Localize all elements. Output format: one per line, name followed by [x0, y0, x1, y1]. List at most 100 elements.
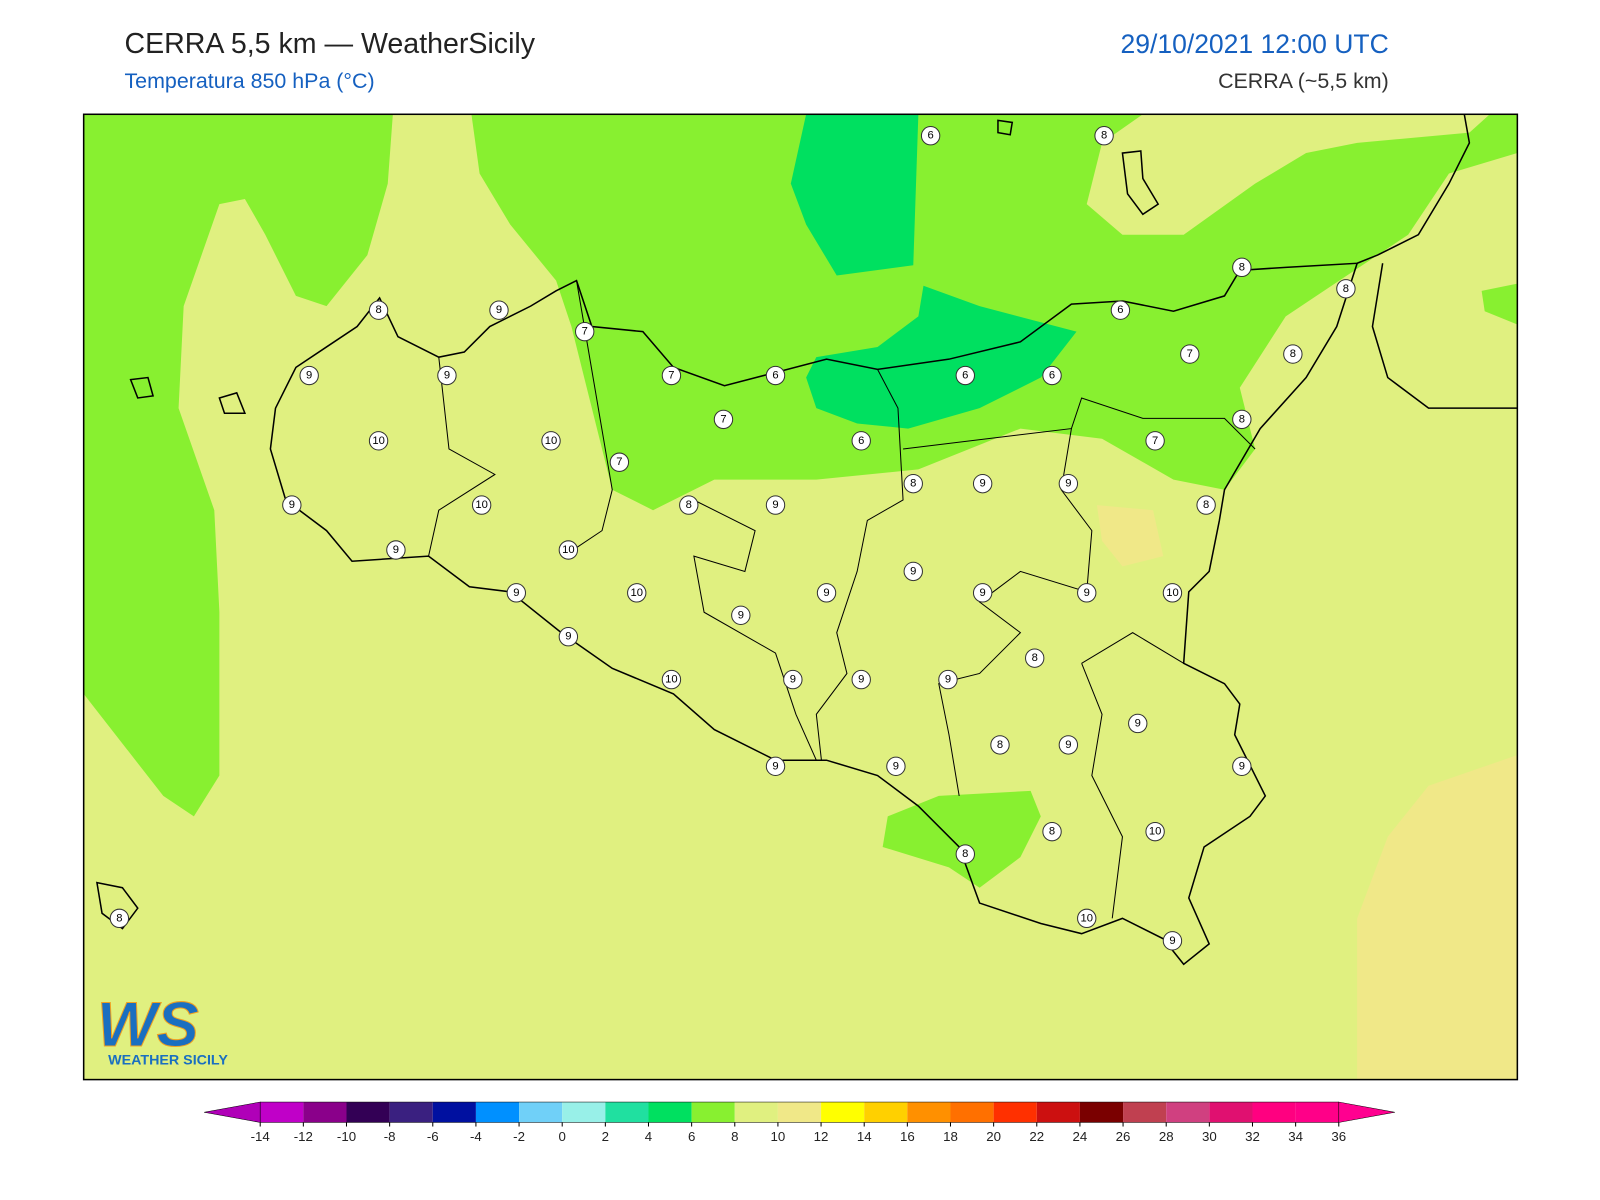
- station: 9: [506, 583, 527, 603]
- colorbar-tick-label: 24: [1073, 1129, 1088, 1144]
- station-value: 9: [1065, 739, 1071, 751]
- station-marker: [731, 605, 751, 625]
- title: CERRA 5,5 km — WeatherSicily: [124, 28, 535, 60]
- station: 9: [437, 365, 457, 386]
- station-marker: [661, 669, 682, 690]
- colorbar-bin: [1079, 1102, 1124, 1123]
- station-value: 9: [790, 674, 796, 686]
- station: 9: [972, 473, 993, 494]
- station: 9: [1058, 473, 1079, 494]
- colorbar: -14 -12 -10 -8 -6 -4 -2 0 2 4 6 8 10 12 14 16 18 20 22 24 26…: [204, 1101, 1395, 1144]
- station: 6: [920, 126, 941, 146]
- colorbar-tick-label: 2: [602, 1129, 609, 1144]
- colorbar-tick-label: 16: [900, 1129, 915, 1144]
- colorbar-bin: [993, 1102, 1037, 1123]
- station: 9: [765, 495, 786, 515]
- station-value: 8: [686, 499, 692, 511]
- colorbar-bin: [821, 1102, 865, 1123]
- station-marker: [1094, 126, 1114, 146]
- colorbar-tick-label: 0: [559, 1129, 566, 1144]
- station: 8: [368, 300, 389, 320]
- station: 9: [1128, 713, 1148, 734]
- station: 6: [765, 365, 786, 386]
- station-marker: [851, 431, 871, 451]
- station-value: 6: [772, 370, 778, 382]
- station-value: 8: [1203, 499, 1209, 511]
- map-field: 6 8 8 8 8 9 7 6 9 9 7 6 6 6 7 8 10 10 7 6 8 7 7 8 9 9 9 10 8 9 8 9 10 9 10…: [83, 114, 1518, 1080]
- station-marker: [1042, 365, 1062, 386]
- model-label: CERRA (~5,5 km): [1218, 69, 1389, 93]
- station: 9: [282, 495, 302, 515]
- station-marker: [1196, 495, 1216, 515]
- station: 9: [972, 583, 993, 603]
- station-marker: [816, 583, 837, 603]
- station-value: 9: [772, 499, 778, 511]
- station-value: 8: [1032, 652, 1038, 664]
- colorbar-bin: [1252, 1102, 1296, 1123]
- colorbar-bin: [864, 1102, 908, 1123]
- station-marker: [920, 126, 941, 146]
- colorbar-bin: [346, 1102, 390, 1123]
- station: 9: [765, 756, 786, 777]
- colorbar-bin: [389, 1102, 433, 1123]
- colorbar-bin: [1036, 1102, 1080, 1123]
- colorbar-bin: [1166, 1102, 1210, 1123]
- station-value: 6: [1117, 304, 1123, 316]
- station-marker: [1232, 756, 1252, 777]
- station-value: 10: [545, 435, 557, 447]
- station-value: 10: [665, 674, 677, 686]
- station-marker: [299, 365, 319, 386]
- station: 6: [1110, 300, 1131, 320]
- station: 8: [990, 735, 1010, 755]
- station-marker: [713, 409, 734, 430]
- station-value: 6: [858, 435, 864, 447]
- colorbar-frame: [259, 1101, 1340, 1123]
- station-value: 8: [1239, 413, 1245, 425]
- station-marker: [1077, 908, 1097, 929]
- station-marker: [1162, 931, 1183, 951]
- station: 9: [1162, 931, 1183, 951]
- station: 10: [1145, 821, 1165, 842]
- colorbar-bin: [475, 1102, 520, 1123]
- colorbar-tick-label: -6: [427, 1129, 439, 1144]
- station: 9: [731, 605, 751, 625]
- station-marker: [1180, 344, 1200, 364]
- station-value: 10: [372, 435, 384, 447]
- colorbar-tick-label: 8: [731, 1129, 738, 1144]
- station-value: 8: [962, 848, 968, 860]
- station-value: 7: [616, 456, 622, 468]
- colorbar-bin: [734, 1102, 778, 1123]
- station-value: 10: [562, 544, 574, 556]
- station: 9: [938, 669, 958, 690]
- station-marker: [368, 300, 389, 320]
- colorbar-tick-label: -8: [384, 1129, 396, 1144]
- station-marker: [765, 365, 786, 386]
- colorbar-bin: [562, 1102, 606, 1123]
- station-value: 8: [1049, 826, 1055, 838]
- station-value: 9: [980, 478, 986, 490]
- colorbar-tick-label: -10: [337, 1129, 356, 1144]
- station-value: 10: [475, 499, 487, 511]
- station-value: 8: [1101, 130, 1107, 142]
- station-marker: [972, 583, 993, 603]
- station-marker: [386, 540, 406, 560]
- colorbar-tick-label: 14: [857, 1129, 872, 1144]
- station-value: 10: [1080, 912, 1092, 924]
- station: 8: [955, 844, 975, 864]
- station-marker: [938, 669, 958, 690]
- station: 9: [1058, 735, 1079, 755]
- subtitle: Temperatura 850 hPa (°C): [124, 69, 374, 93]
- station-value: 9: [513, 587, 519, 599]
- station: 9: [783, 669, 803, 690]
- station: 9: [299, 365, 319, 386]
- station-value: 9: [1065, 478, 1071, 490]
- station: 7: [713, 409, 734, 430]
- colorbar-bin: [605, 1102, 649, 1123]
- colorbar-high-arrow: [1338, 1101, 1395, 1123]
- station: 6: [955, 365, 975, 386]
- station-value: 10: [1166, 587, 1178, 599]
- colorbar-tick-label: 30: [1202, 1129, 1217, 1144]
- colorbar-bin: [907, 1102, 951, 1123]
- colorbar-tick-label: 4: [645, 1129, 652, 1144]
